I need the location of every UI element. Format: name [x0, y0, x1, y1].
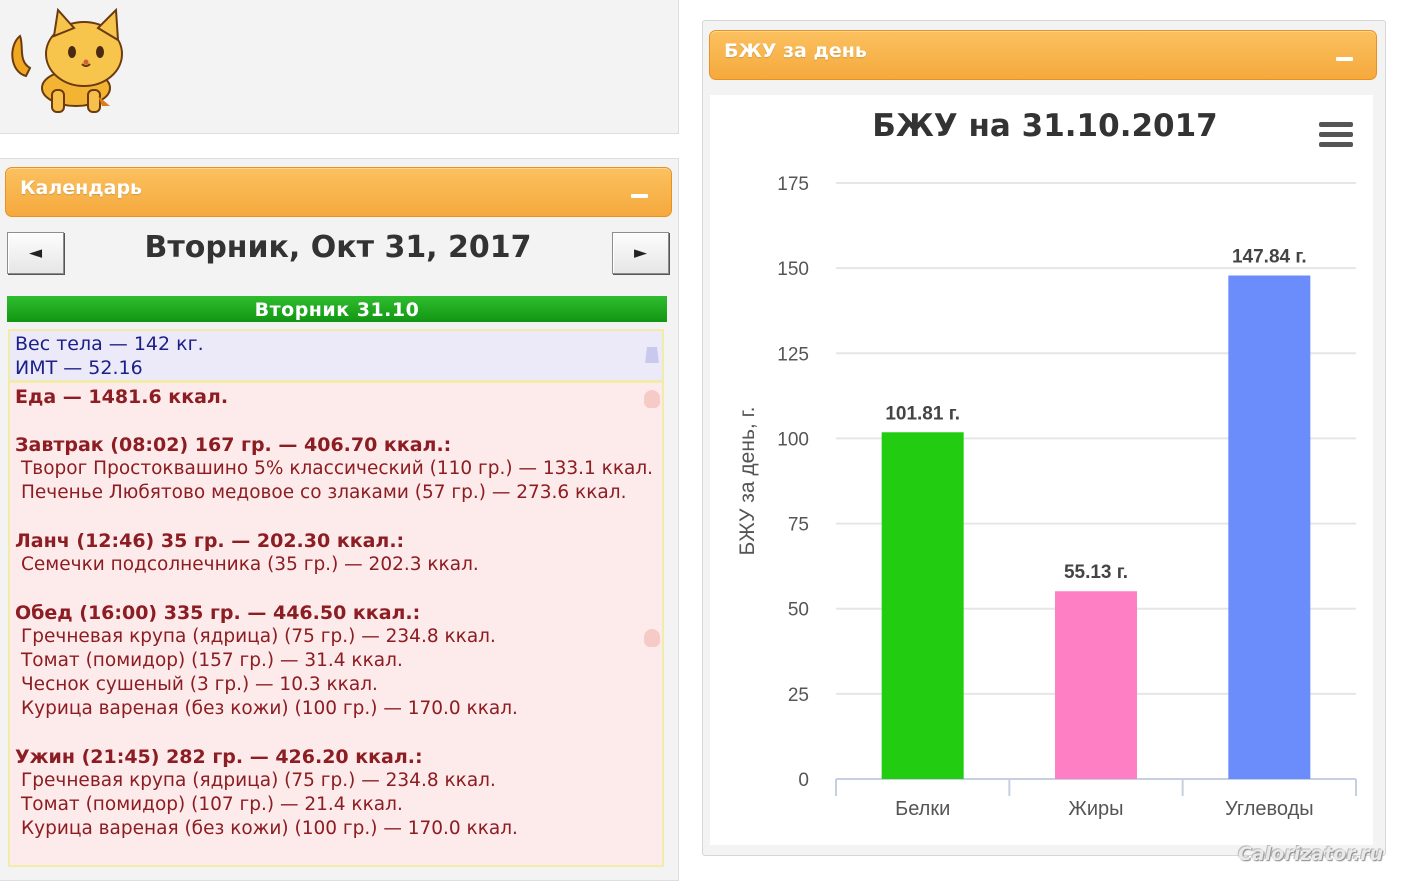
prev-arrow-icon: ◄ [28, 243, 43, 263]
bar [1055, 591, 1137, 779]
y-tick-label: 175 [777, 174, 809, 195]
watermark: Calorizator.ru [1238, 843, 1384, 865]
prev-day-button[interactable]: ◄ [7, 232, 64, 274]
meal-item: Чеснок сушеный (3 гр.) — 10.3 ккал. [21, 674, 378, 695]
bmi-line: ИМТ — 52.16 [15, 357, 143, 379]
day-header: Вторник 31.10 [7, 296, 667, 322]
minus-icon[interactable] [1336, 57, 1353, 61]
chart-panel-header[interactable]: БЖУ за день [709, 30, 1377, 80]
calendar-panel-header[interactable]: Календарь [5, 167, 672, 217]
data-label: 101.81 г. [885, 403, 960, 424]
y-tick-label: 50 [788, 600, 809, 621]
y-tick-label: 25 [788, 685, 809, 706]
meal-item: Курица вареная (без кожи) (100 гр.) — 17… [21, 698, 518, 719]
bar [1228, 275, 1311, 779]
hamburger-menu-icon[interactable] [1319, 122, 1353, 150]
y-tick-label: 100 [777, 429, 809, 450]
bar [881, 432, 964, 779]
x-tick-label: Углеводы [1225, 798, 1314, 820]
data-label: 55.13 г. [1064, 562, 1128, 583]
chart-panel-title: БЖУ за день [724, 40, 867, 62]
cat-logo-icon[interactable] [6, 6, 126, 116]
meal-item: Томат (помидор) (107 гр.) — 21.4 ккал. [21, 794, 403, 815]
logo-panel [0, 0, 679, 134]
y-tick-label: 0 [798, 770, 809, 791]
weight-section[interactable]: Вес тела — 142 кг. ИМТ — 52.16 [8, 329, 664, 382]
x-tick-label: Жиры [1068, 798, 1123, 820]
x-tick-label: Белки [895, 798, 950, 820]
chart-title: БЖУ на 31.10.2017 [872, 108, 1218, 144]
meal-item: Гречневая крупа (ядрица) (75 гр.) — 234.… [21, 626, 496, 647]
scale-icon[interactable] [644, 345, 660, 365]
next-day-button[interactable]: ► [612, 232, 669, 274]
meal-item: Томат (помидор) (157 гр.) — 31.4 ккал. [21, 650, 403, 671]
next-arrow-icon: ► [633, 243, 648, 263]
meal-header: Завтрак (08:02) 167 гр. — 406.70 ккал.: [15, 434, 452, 456]
minus-icon[interactable] [631, 194, 648, 198]
meal-header: Ланч (12:46) 35 гр. — 202.30 ккал.: [15, 530, 405, 552]
hand-icon[interactable] [644, 629, 660, 647]
hand-icon[interactable] [644, 390, 660, 408]
meal-item: Гречневая крупа (ядрица) (75 гр.) — 234.… [21, 770, 496, 791]
food-total: Еда — 1481.6 ккал. [15, 386, 229, 408]
meal-item: Творог Простоквашино 5% классический (11… [21, 458, 654, 479]
meal-header: Ужин (21:45) 282 гр. — 426.20 ккал.: [15, 746, 423, 768]
meal-item: Семечки подсолнечника (35 гр.) — 202.3 к… [21, 554, 479, 575]
meal-item: Курица вареная (без кожи) (100 гр.) — 17… [21, 818, 518, 839]
y-tick-label: 125 [777, 344, 809, 365]
food-section[interactable]: Еда — 1481.6 ккал. Завтрак (08:02) 167 г… [8, 381, 664, 867]
y-tick-label: 150 [777, 259, 809, 280]
weight-line: Вес тела — 142 кг. [15, 333, 204, 355]
calendar-panel-title: Календарь [20, 177, 143, 199]
meal-header: Обед (16:00) 335 гр. — 446.50 ккал.: [15, 602, 421, 624]
data-label: 147.84 г. [1232, 246, 1307, 267]
date-title: Вторник, Окт 31, 2017 [144, 230, 532, 265]
meal-item: Печенье Любятово медовое со злаками (57 … [21, 482, 627, 503]
y-axis-label: БЖУ за день, г. [736, 406, 759, 555]
y-tick-label: 75 [788, 515, 809, 536]
